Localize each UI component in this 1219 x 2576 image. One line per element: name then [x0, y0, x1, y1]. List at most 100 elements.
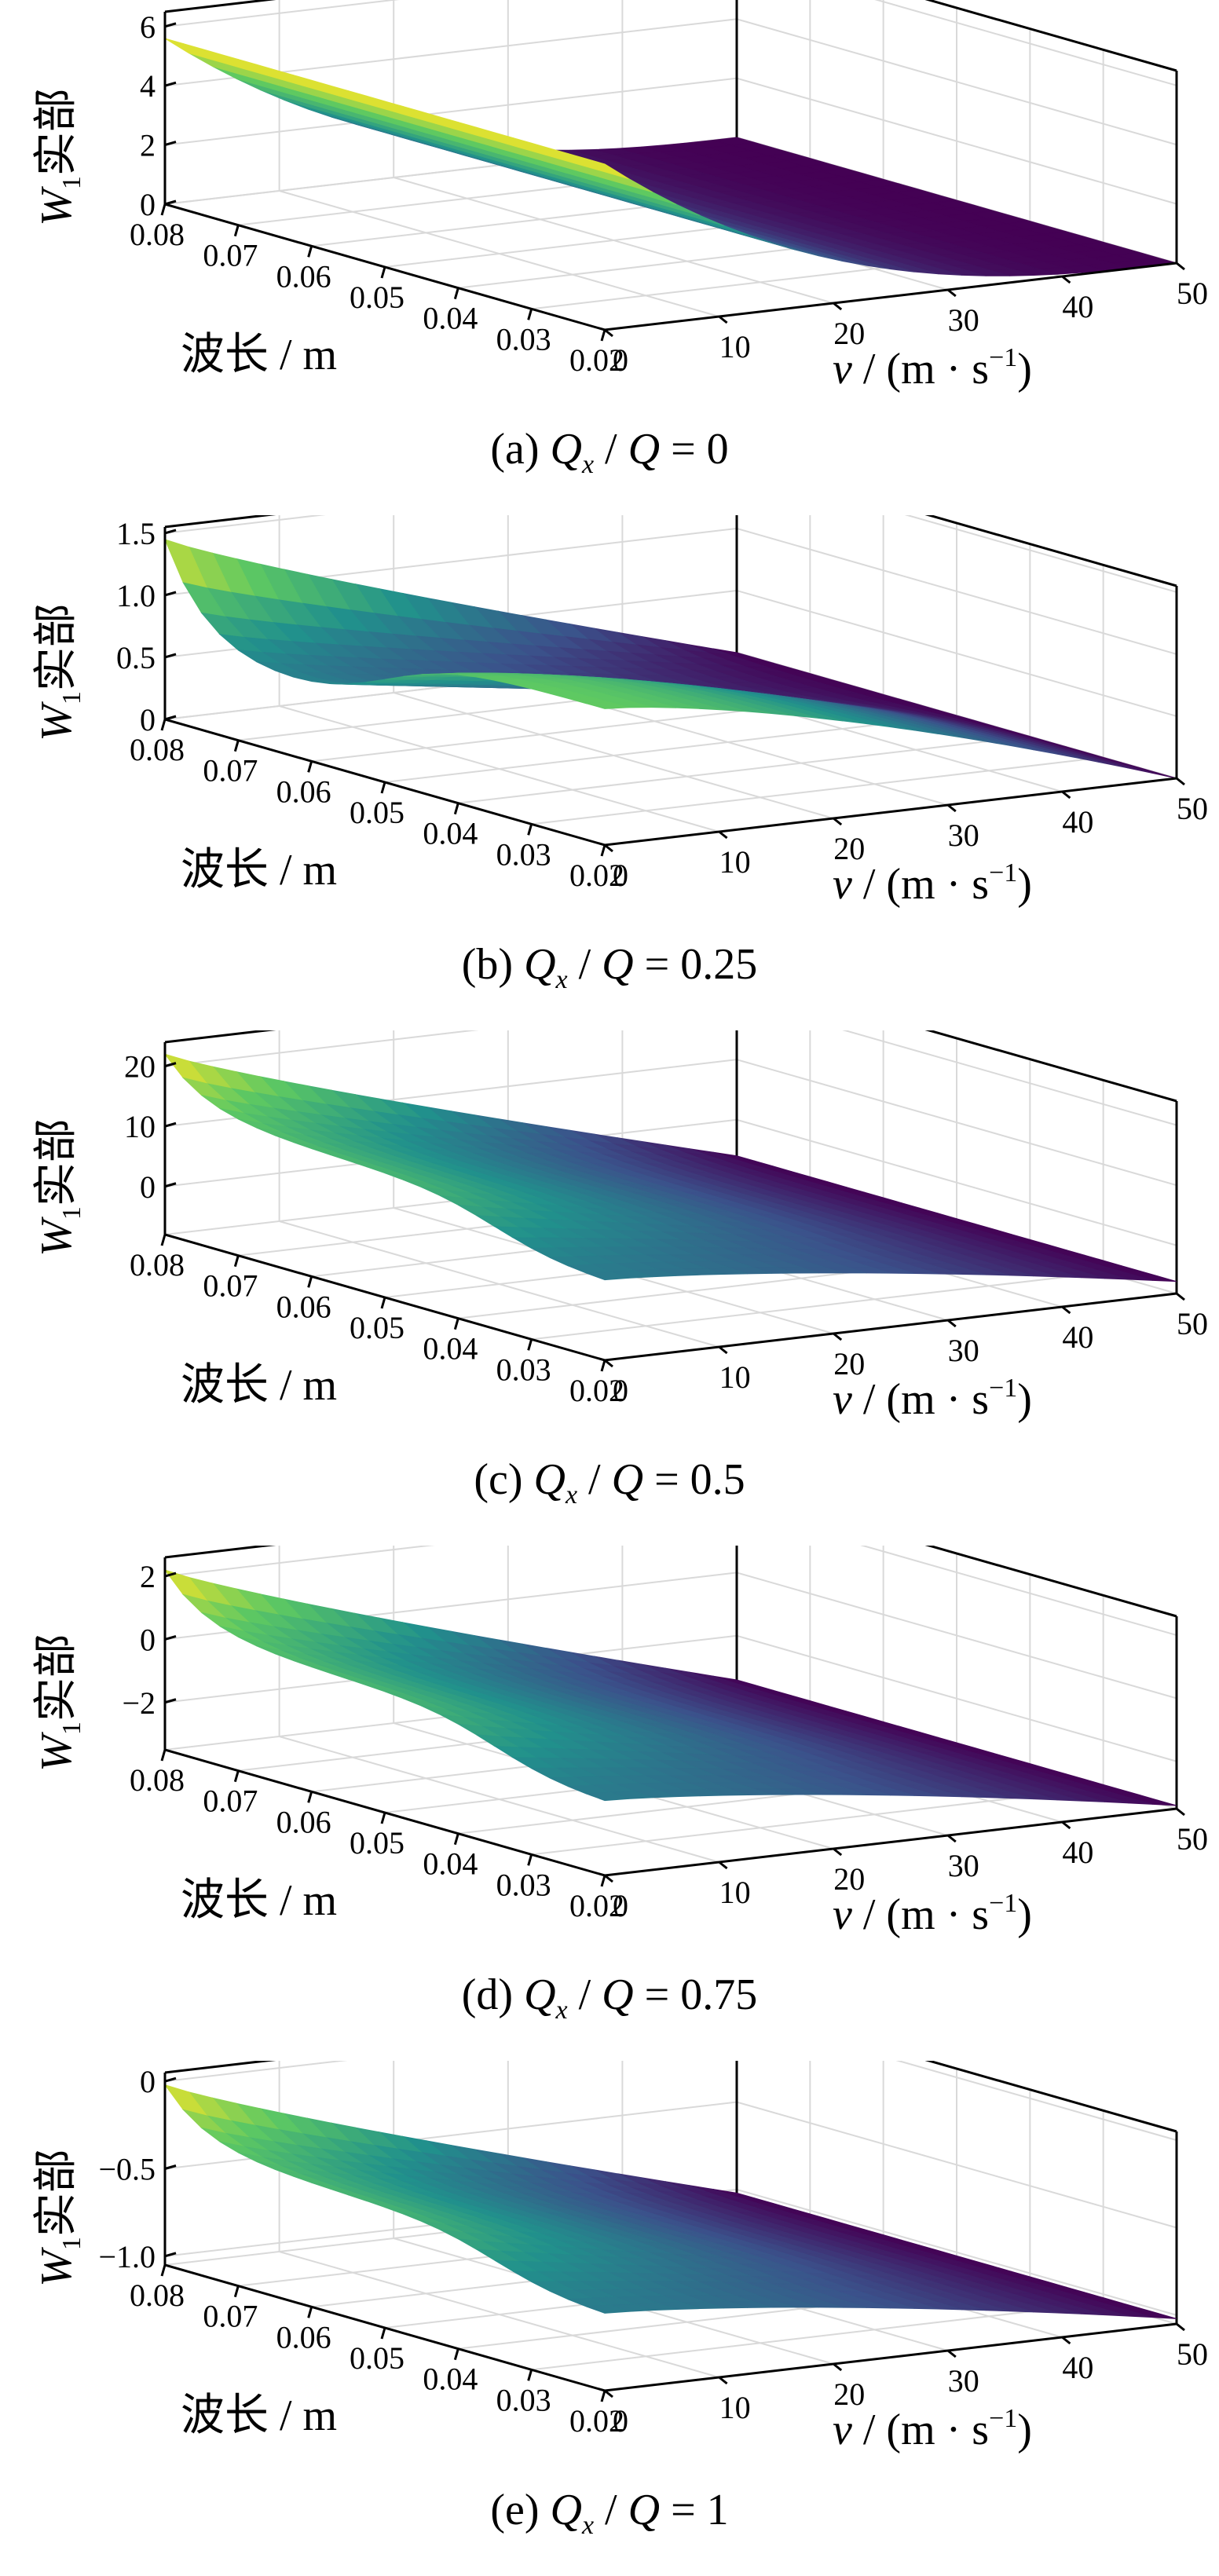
z-axis: −1.0 −0.5 0: [98, 2064, 177, 2274]
z-tick-label: −1.0: [98, 2239, 156, 2274]
wavelength-axis: 0.08 0.07 0.06 0.05 0.04 0.03 0.02: [130, 1234, 624, 1408]
surface-mesh: [164, 539, 1177, 779]
surface-plot-b: 00.51.01.5×10−6W1实部0.080.070.060.050.040…: [31, 515, 1208, 909]
wavelength-tick-label: 0.03: [496, 1352, 551, 1387]
wavelength-tick-label: 0.05: [350, 2340, 405, 2376]
wavelength-tick-label: 0.02: [569, 2403, 624, 2439]
z-tick-label: −0.5: [98, 2152, 156, 2187]
speed-axis: 0 10 20 30 40 50: [604, 1292, 1208, 1408]
wavelength-axis: 0.08 0.07 0.06 0.05 0.04 0.03 0.02: [130, 2264, 624, 2439]
panel-caption-e: (e) Qx / Q = 1: [490, 2486, 729, 2541]
axes-box: [164, 1546, 1178, 1809]
wavelength-tick-label: 0.02: [569, 1888, 624, 1923]
speed-tick-label: 50: [1177, 1821, 1208, 1857]
speed-tick-label: 20: [833, 1861, 865, 1897]
z-tick-label: 1.5: [116, 516, 156, 551]
speed-tick-label: 40: [1062, 1319, 1093, 1355]
speed-tick-label: 20: [833, 1346, 865, 1381]
speed-tick-label: 40: [1062, 2350, 1093, 2385]
wavelength-tick-label: 0.03: [496, 321, 551, 357]
axes-box: [164, 1030, 1178, 1293]
wavelength-tick-label: 0.03: [496, 1867, 551, 1902]
surface-plot-d: −202×10−6W1实部0.080.070.060.050.040.030.0…: [31, 1546, 1208, 1939]
caption-label: (a): [490, 425, 551, 474]
wavelength-tick-label: 0.08: [130, 1247, 185, 1283]
surface-mesh: [163, 1053, 1177, 1283]
speed-axis: 0 10 20 30 40 50: [604, 1807, 1208, 1923]
caption-ratio: = 0.75: [633, 1970, 758, 2019]
z-tick-label: 1.0: [116, 578, 156, 613]
speed-axis: 0 10 20 30 40 50: [604, 262, 1208, 378]
wavelength-tick-label: 0.06: [276, 2319, 331, 2355]
panel-caption-d: (d) Qx / Q = 0.75: [461, 1970, 758, 2025]
panel-caption-b: (b) Qx / Q = 0.25: [461, 940, 758, 995]
speed-tick-label: 50: [1177, 2336, 1208, 2372]
surface-mesh: [163, 1569, 1177, 1806]
chart-panel-e: −1.0−0.50×10−5W1实部0.080.070.060.050.040.…: [0, 2061, 1219, 2576]
wavelength-tick-label: 0.05: [350, 1825, 405, 1861]
surface-plot-a: 0246×10−7W1实部0.080.070.060.050.040.030.0…: [31, 0, 1208, 393]
z-axis: 0 0.5 1.0 1.5: [116, 516, 177, 737]
wavelength-axis-label: 波长 / m: [181, 331, 337, 379]
chart-panel-a: 0246×10−7W1实部0.080.070.060.050.040.030.0…: [0, 0, 1219, 515]
z-tick-label: 0: [140, 1622, 156, 1657]
wavelength-tick-label: 0.05: [350, 795, 405, 830]
z-axis-label: W1实部: [31, 2149, 86, 2287]
speed-tick-label: 40: [1062, 804, 1093, 840]
wavelength-tick-label: 0.03: [496, 836, 551, 872]
speed-tick-label: 30: [948, 818, 979, 853]
z-tick-label: −2: [122, 1685, 156, 1721]
chart-panel-b: 00.51.01.5×10−6W1实部0.080.070.060.050.040…: [0, 515, 1219, 1030]
wavelength-tick-label: 0.02: [569, 342, 624, 378]
z-axis-label: W1实部: [31, 1634, 86, 1772]
wavelength-axis-label: 波长 / m: [181, 846, 337, 895]
caption-ratio: = 0: [660, 425, 729, 474]
speed-tick-label: 50: [1177, 791, 1208, 826]
wavelength-tick-label: 0.07: [203, 1268, 258, 1304]
speed-axis-label: v / (m · s−1): [833, 858, 1032, 909]
z-axis: 0 2 4 6: [140, 9, 177, 222]
z-tick-label: 10: [124, 1109, 156, 1144]
wavelength-tick-label: 0.06: [276, 258, 331, 294]
speed-axis-label: v / (m · s−1): [833, 2404, 1032, 2454]
z-multiplier: ×10−5: [94, 2061, 156, 2065]
wavelength-tick-label: 0.04: [423, 1846, 478, 1882]
wavelength-axis: 0.08 0.07 0.06 0.05 0.04 0.03 0.02: [130, 719, 624, 893]
z-tick-label: 0.5: [116, 640, 156, 675]
surface-mesh: [163, 2084, 1177, 2319]
speed-tick-label: 30: [948, 2363, 979, 2399]
wavelength-tick-label: 0.04: [423, 2362, 478, 2397]
caption-ratio: = 0.5: [643, 1455, 745, 1504]
axes-box: [164, 2061, 1178, 2324]
speed-tick-label: 10: [719, 329, 751, 364]
chart-panel-c: 01020×10−7W1实部0.080.070.060.050.040.030.…: [0, 1030, 1219, 1546]
z-multiplier: ×10−7: [94, 1030, 156, 1034]
z-tick-label: 2: [140, 1559, 156, 1594]
wavelength-axis: 0.08 0.07 0.06 0.05 0.04 0.03 0.02: [130, 203, 624, 378]
z-axis: 0 10 20: [124, 1049, 177, 1205]
z-tick-label: 2: [140, 128, 156, 163]
caption-ratio: = 1: [660, 2486, 729, 2534]
speed-tick-label: 10: [719, 1875, 751, 1910]
wavelength-axis: 0.08 0.07 0.06 0.05 0.04 0.03 0.02: [130, 1749, 624, 1923]
surface-facet: [586, 701, 629, 709]
z-axis-label: W1实部: [31, 603, 86, 741]
surface-mesh: [164, 38, 1177, 276]
speed-tick-label: 0: [613, 1888, 628, 1923]
caption-label: (d): [461, 1970, 525, 2019]
wavelength-axis-label: 波长 / m: [181, 1361, 337, 1410]
z-tick-label: 0: [140, 702, 156, 737]
speed-tick-label: 0: [613, 2403, 628, 2439]
wavelength-tick-label: 0.07: [203, 2299, 258, 2334]
wavelength-tick-label: 0.05: [350, 280, 405, 315]
speed-tick-label: 10: [719, 2390, 751, 2425]
wavelength-tick-label: 0.04: [423, 1331, 478, 1367]
axes-box: [164, 0, 1178, 263]
z-tick-label: 6: [140, 9, 156, 45]
z-axis-label: W1实部: [31, 88, 86, 226]
surface-facet: [586, 2304, 629, 2314]
speed-axis-label: v / (m · s−1): [833, 343, 1032, 393]
speed-tick-label: 40: [1062, 289, 1093, 324]
speed-axis-label: v / (m · s−1): [833, 1889, 1032, 1939]
